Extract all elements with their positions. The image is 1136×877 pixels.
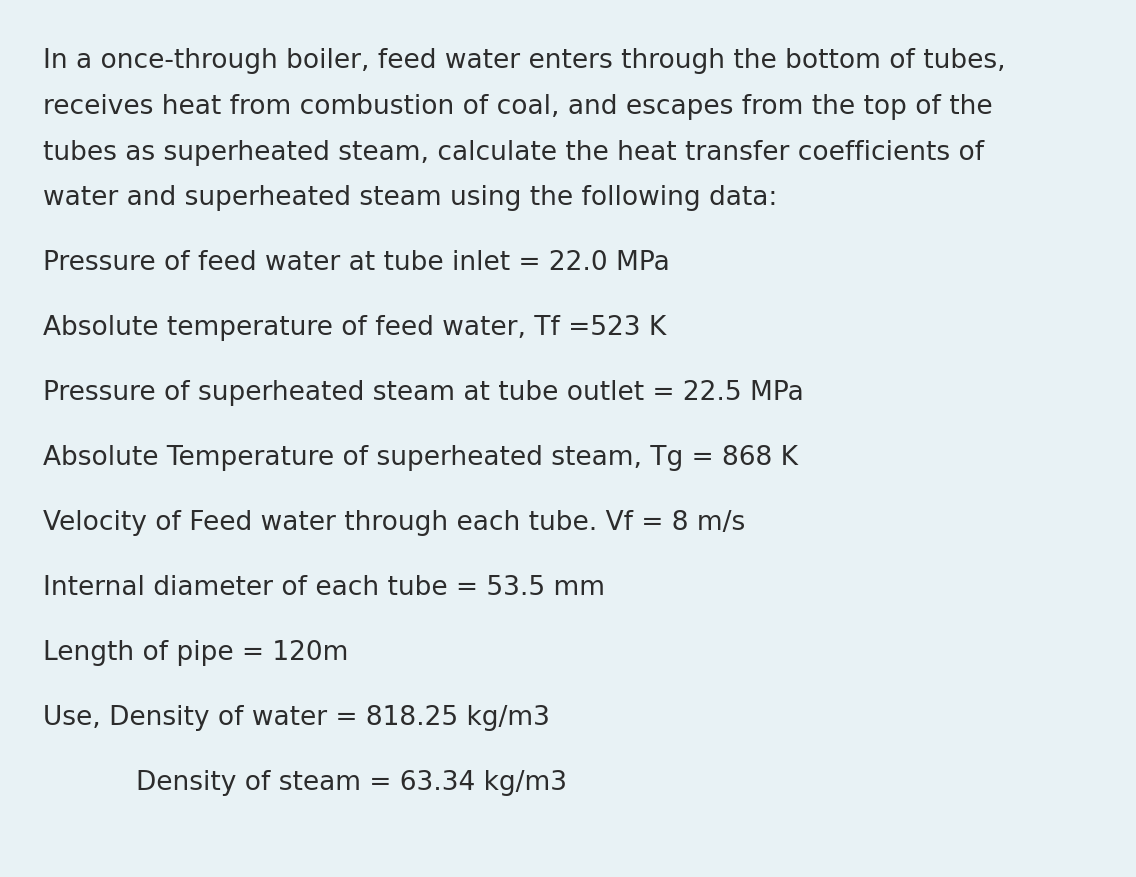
- Text: Absolute Temperature of superheated steam, Tg = 868 K: Absolute Temperature of superheated stea…: [43, 445, 799, 471]
- Text: Length of pipe = 120m: Length of pipe = 120m: [43, 639, 349, 666]
- Text: Pressure of superheated steam at tube outlet = 22.5 MPa: Pressure of superheated steam at tube ou…: [43, 380, 804, 406]
- Text: water and superheated steam using the following data:: water and superheated steam using the fo…: [43, 185, 777, 211]
- Text: tubes as superheated steam, calculate the heat transfer coefficients of: tubes as superheated steam, calculate th…: [43, 139, 984, 166]
- Text: Velocity of Feed water through each tube. Vf = 8 m/s: Velocity of Feed water through each tube…: [43, 510, 745, 536]
- Text: Absolute temperature of feed water, Tf =523 K: Absolute temperature of feed water, Tf =…: [43, 315, 667, 341]
- Text: In a once-through boiler, feed water enters through the bottom of tubes,: In a once-through boiler, feed water ent…: [43, 48, 1005, 75]
- Text: receives heat from combustion of coal, and escapes from the top of the: receives heat from combustion of coal, a…: [43, 94, 993, 120]
- Text: Internal diameter of each tube = 53.5 mm: Internal diameter of each tube = 53.5 mm: [43, 574, 605, 601]
- Text: Use, Density of water = 818.25 kg/m3: Use, Density of water = 818.25 kg/m3: [43, 704, 550, 731]
- Text: Density of steam = 63.34 kg/m3: Density of steam = 63.34 kg/m3: [136, 769, 567, 795]
- Text: Pressure of feed water at tube inlet = 22.0 MPa: Pressure of feed water at tube inlet = 2…: [43, 250, 670, 276]
